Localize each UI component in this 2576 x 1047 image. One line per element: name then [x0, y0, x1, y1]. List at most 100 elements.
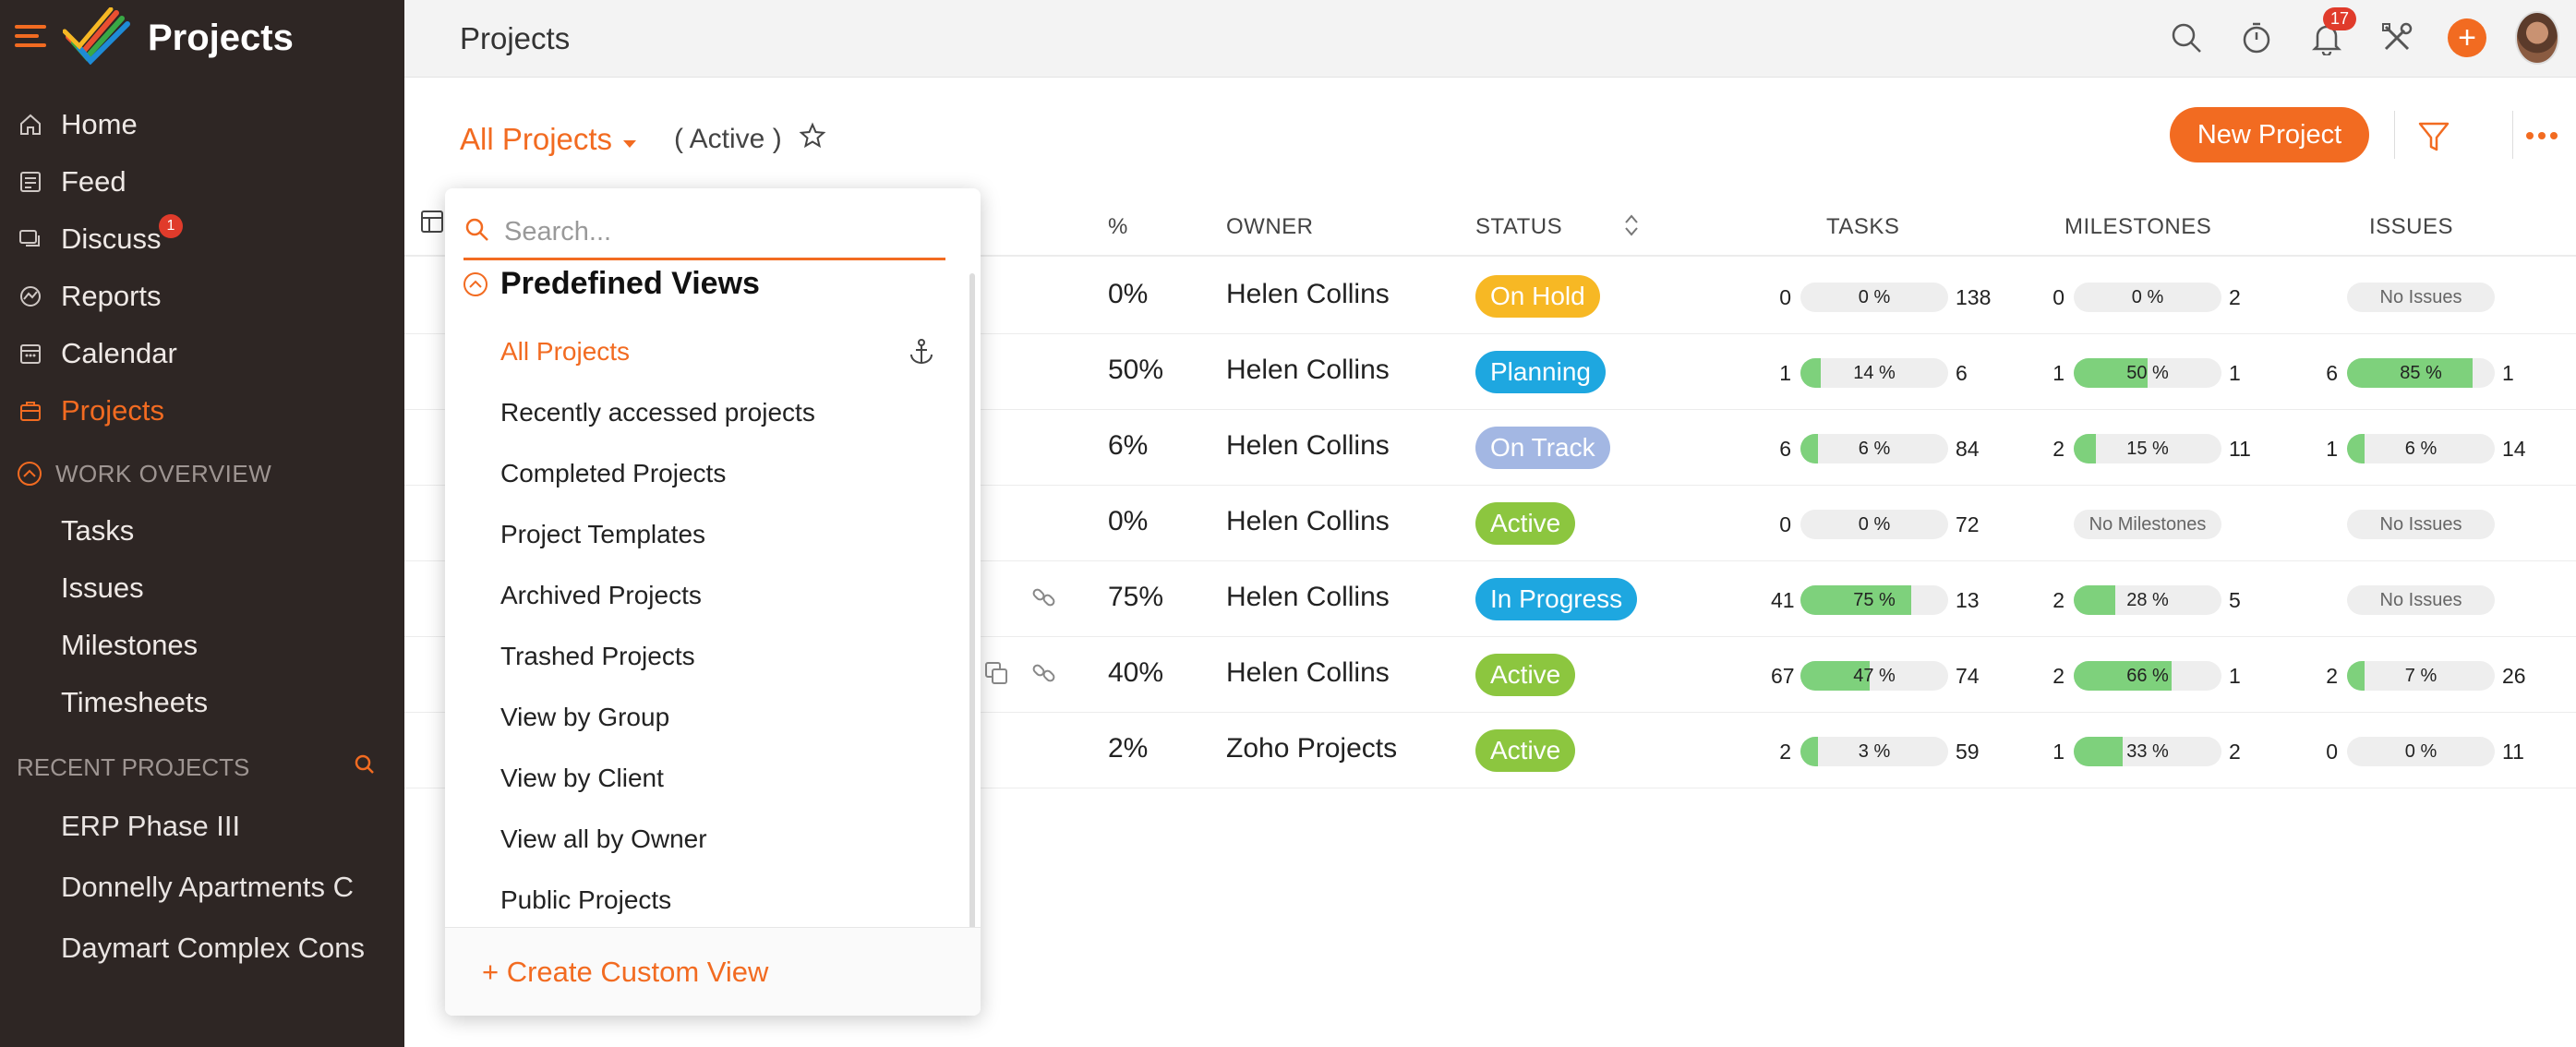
recent-project-item[interactable]: ERP Phase III [61, 810, 241, 842]
view-selector[interactable]: All Projects [460, 122, 638, 157]
issues-progress[interactable]: 2 7 % 26 [2317, 661, 2526, 691]
table-row[interactable]: 50% Helen Collins Planning 1 14 % 6 1 50 % 1 6 85 … [404, 334, 2576, 410]
milestones-progress[interactable]: 2 66 % 1 [2044, 661, 2241, 691]
view-item[interactable]: View all by Owner [500, 824, 707, 853]
nav-discuss[interactable]: Discuss 1 [0, 211, 404, 268]
issues-progress[interactable]: 0 0 % 11 [2317, 737, 2524, 766]
milestones-progress[interactable]: 0 0 % 2 [2044, 283, 2241, 312]
table-row[interactable]: 2% Zoho Projects Active 2 3 % 59 1 33 % 2 0 0 % 11 [404, 713, 2576, 788]
view-search-field[interactable] [463, 207, 945, 260]
issues-progress[interactable]: 6 85 % 1 [2317, 358, 2514, 388]
nav-projects[interactable]: Projects [0, 382, 404, 439]
tasks-open-count: 1 [1779, 360, 1791, 385]
table-settings-icon[interactable] [419, 209, 449, 238]
new-project-button[interactable]: New Project [2170, 107, 2369, 162]
status-badge[interactable]: In Progress [1475, 578, 1638, 620]
view-item[interactable]: Public Projects [500, 885, 672, 914]
view-item[interactable]: Completed Projects [500, 459, 727, 487]
col-header-owner[interactable]: OWNER [1226, 214, 1314, 239]
view-item[interactable]: View by Client [500, 764, 664, 792]
table-row[interactable]: 75% Helen Collins In Progress 41 75 % 13 2 28 %… [404, 561, 2576, 637]
timer-icon[interactable] [2234, 11, 2279, 65]
status-badge[interactable]: On Track [1475, 427, 1610, 469]
milestones-progress[interactable]: 1 33 % 2 [2044, 737, 2241, 766]
row-owner[interactable]: Zoho Projects [1226, 733, 1398, 764]
row-owner[interactable]: Helen Collins [1226, 355, 1390, 385]
quick-add-button[interactable]: + [2445, 11, 2489, 65]
nav-milestones[interactable]: Milestones [61, 629, 199, 661]
nav-calendar-label: Calendar [61, 337, 177, 369]
nav-home[interactable]: Home [0, 96, 404, 153]
table-row[interactable]: 0% Helen Collins On Hold 0 0 % 138 0 0 % 2 No Iss… [404, 259, 2576, 334]
issues-open-count: 6 [2326, 360, 2338, 385]
anchor-icon[interactable] [909, 338, 934, 372]
tasks-progress-fill [1800, 585, 1911, 615]
sort-icon[interactable] [1623, 212, 1640, 245]
projects-icon [17, 397, 44, 425]
recent-project-item[interactable]: Daymart Complex Cons [61, 932, 366, 964]
row-owner[interactable]: Helen Collins [1226, 506, 1390, 536]
table-row[interactable]: 40% Helen Collins Active 67 47 % 74 2 66 % 1 2 7 %… [404, 637, 2576, 713]
tasks-progress[interactable]: 1 14 % 6 [1771, 358, 1968, 388]
col-header-status[interactable]: STATUS [1475, 214, 1563, 239]
status-badge[interactable]: On Hold [1475, 275, 1600, 318]
view-item[interactable]: Archived Projects [500, 581, 702, 609]
create-custom-view-button[interactable]: + Create Custom View [445, 927, 981, 1016]
view-dropdown: Predefined Views All Projects Recently a… [445, 188, 981, 1016]
status-badge[interactable]: Active [1475, 729, 1576, 772]
view-search-input[interactable] [504, 217, 910, 247]
row-owner[interactable]: Helen Collins [1226, 657, 1390, 688]
table-row[interactable]: 0% Helen Collins Active 0 0 % 72 No Milestones… [404, 486, 2576, 561]
view-item[interactable]: Recently accessed projects [500, 398, 815, 427]
filter-icon[interactable] [2412, 114, 2456, 159]
status-badge[interactable]: Active [1475, 654, 1576, 696]
milestones-progress[interactable]: 1 50 % 1 [2044, 358, 2241, 388]
table-row[interactable]: 6% Helen Collins On Track 6 6 % 84 2 15 % 11 1 6 %… [404, 410, 2576, 486]
col-header-percent[interactable]: % [1108, 214, 1128, 239]
recent-project-item[interactable]: Donnelly Apartments C [61, 871, 355, 903]
milestones-progress[interactable]: 2 15 % 11 [2044, 434, 2251, 463]
tasks-progress[interactable]: 41 75 % 13 [1771, 585, 1980, 615]
user-avatar[interactable] [2515, 11, 2559, 65]
milestones-progress[interactable]: 2 28 % 5 [2044, 585, 2241, 615]
work-overview-toggle[interactable]: WORK OVERVIEW [0, 445, 404, 502]
more-options-icon[interactable] [2521, 114, 2563, 157]
page-title: Projects [460, 20, 571, 55]
predefined-views-toggle[interactable]: Predefined Views [462, 266, 760, 302]
row-owner[interactable]: Helen Collins [1226, 582, 1390, 612]
hamburger-menu-icon[interactable] [15, 24, 46, 53]
nav-reports[interactable]: Reports [0, 268, 404, 325]
nav-feed[interactable]: Feed [0, 153, 404, 211]
col-header-issues[interactable]: ISSUES [2369, 214, 2454, 239]
nav-issues[interactable]: Issues [61, 572, 144, 604]
col-header-tasks[interactable]: TASKS [1826, 214, 1900, 239]
view-item[interactable]: Project Templates [500, 520, 706, 548]
col-header-milestones[interactable]: MILESTONES [2064, 214, 2212, 239]
view-item-all-projects[interactable]: All Projects [500, 321, 934, 382]
tasks-progress[interactable]: 2 3 % 59 [1771, 737, 1980, 766]
tasks-progress[interactable]: 0 0 % 72 [1771, 510, 1980, 539]
tasks-progress[interactable]: 67 47 % 74 [1771, 661, 1980, 691]
table-header: % OWNER STATUS TASKS MILESTONES ISSUES [404, 196, 2576, 257]
row-owner[interactable]: Helen Collins [1226, 279, 1390, 309]
view-item[interactable]: View by Group [500, 703, 670, 731]
bell-icon[interactable]: 17 [2305, 7, 2356, 65]
tasks-progress[interactable]: 6 6 % 84 [1771, 434, 1980, 463]
status-badge[interactable]: Active [1475, 502, 1576, 545]
star-icon[interactable] [799, 122, 826, 157]
dropdown-scrollbar[interactable] [969, 273, 975, 940]
link-icon[interactable] [1030, 584, 1058, 611]
link-icon[interactable] [1030, 659, 1058, 687]
search-recent-icon[interactable] [353, 752, 377, 783]
issues-progress[interactable]: 1 6 % 14 [2317, 434, 2526, 463]
view-item[interactable]: Trashed Projects [500, 642, 695, 670]
row-owner[interactable]: Helen Collins [1226, 430, 1390, 461]
nav-timesheets[interactable]: Timesheets [61, 686, 209, 718]
tasks-progress[interactable]: 0 0 % 138 [1771, 283, 1991, 312]
search-icon[interactable] [2164, 11, 2209, 65]
tools-icon[interactable] [2375, 11, 2419, 65]
status-badge[interactable]: Planning [1475, 351, 1606, 393]
nav-tasks[interactable]: Tasks [61, 514, 135, 547]
copy-icon[interactable] [982, 659, 1010, 687]
nav-calendar[interactable]: Calendar [0, 325, 404, 382]
